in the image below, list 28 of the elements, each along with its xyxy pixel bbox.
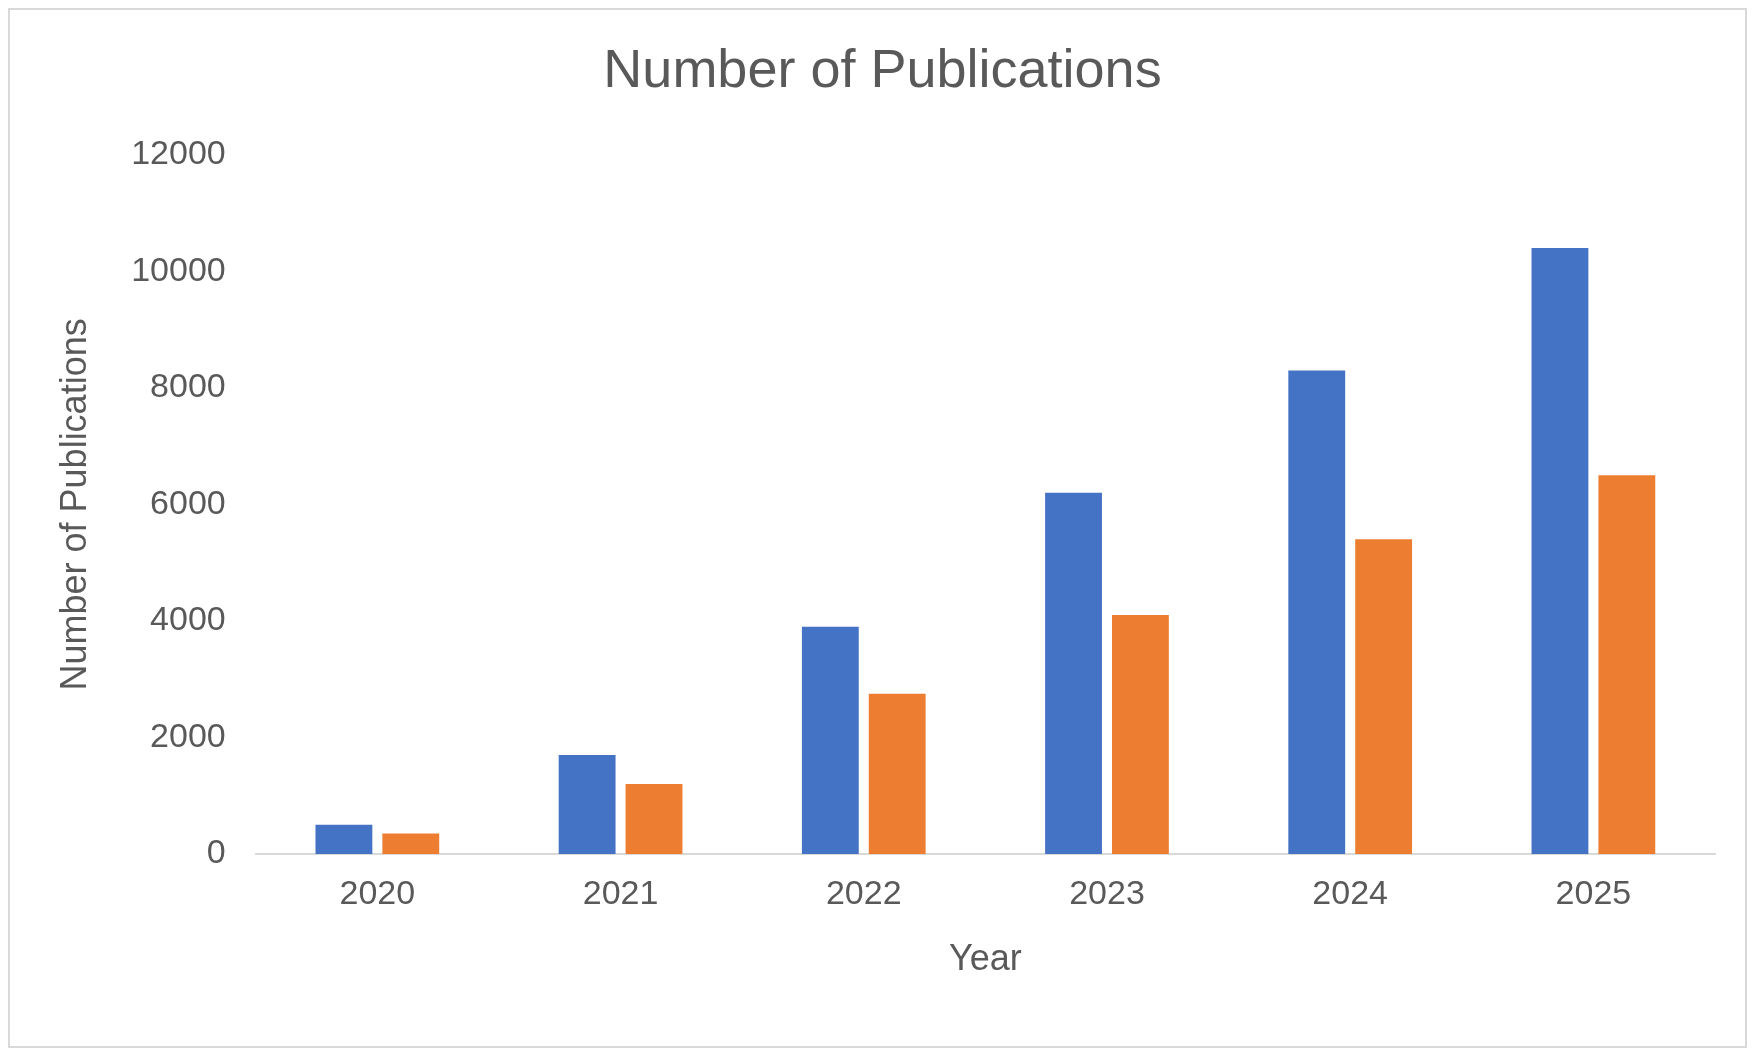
bar: [625, 784, 683, 854]
y-tick-label: 4000: [150, 599, 226, 638]
y-tick-label: 6000: [150, 482, 226, 521]
bar: [1288, 370, 1346, 854]
x-tick-label: 2023: [1069, 872, 1145, 911]
bar: [1598, 475, 1656, 854]
bar: [315, 824, 373, 854]
chart-title: Number of Publications: [603, 38, 1162, 99]
y-axis-title: Number of Publications: [52, 318, 94, 691]
bar: [1531, 248, 1589, 854]
bar: [1111, 615, 1169, 854]
bar: [868, 693, 926, 854]
bar: [558, 754, 616, 854]
y-tick-label: 0: [206, 832, 226, 871]
x-tick-label: 2025: [1555, 872, 1632, 911]
x-tick-label: 2021: [582, 872, 659, 911]
x-tick-label: 2022: [825, 872, 902, 911]
bar: [801, 626, 859, 854]
x-tick-label: 2024: [1312, 872, 1389, 911]
y-tick-label: 8000: [150, 366, 226, 405]
x-tick-label: 2020: [339, 872, 416, 911]
bar: [382, 833, 440, 854]
y-tick-label: 2000: [150, 715, 226, 754]
bar: [1045, 492, 1102, 854]
x-axis-title: Year: [949, 937, 1022, 979]
y-tick-label: 10000: [131, 249, 226, 288]
bar: [1355, 539, 1413, 854]
y-tick-label: 12000: [131, 133, 226, 172]
